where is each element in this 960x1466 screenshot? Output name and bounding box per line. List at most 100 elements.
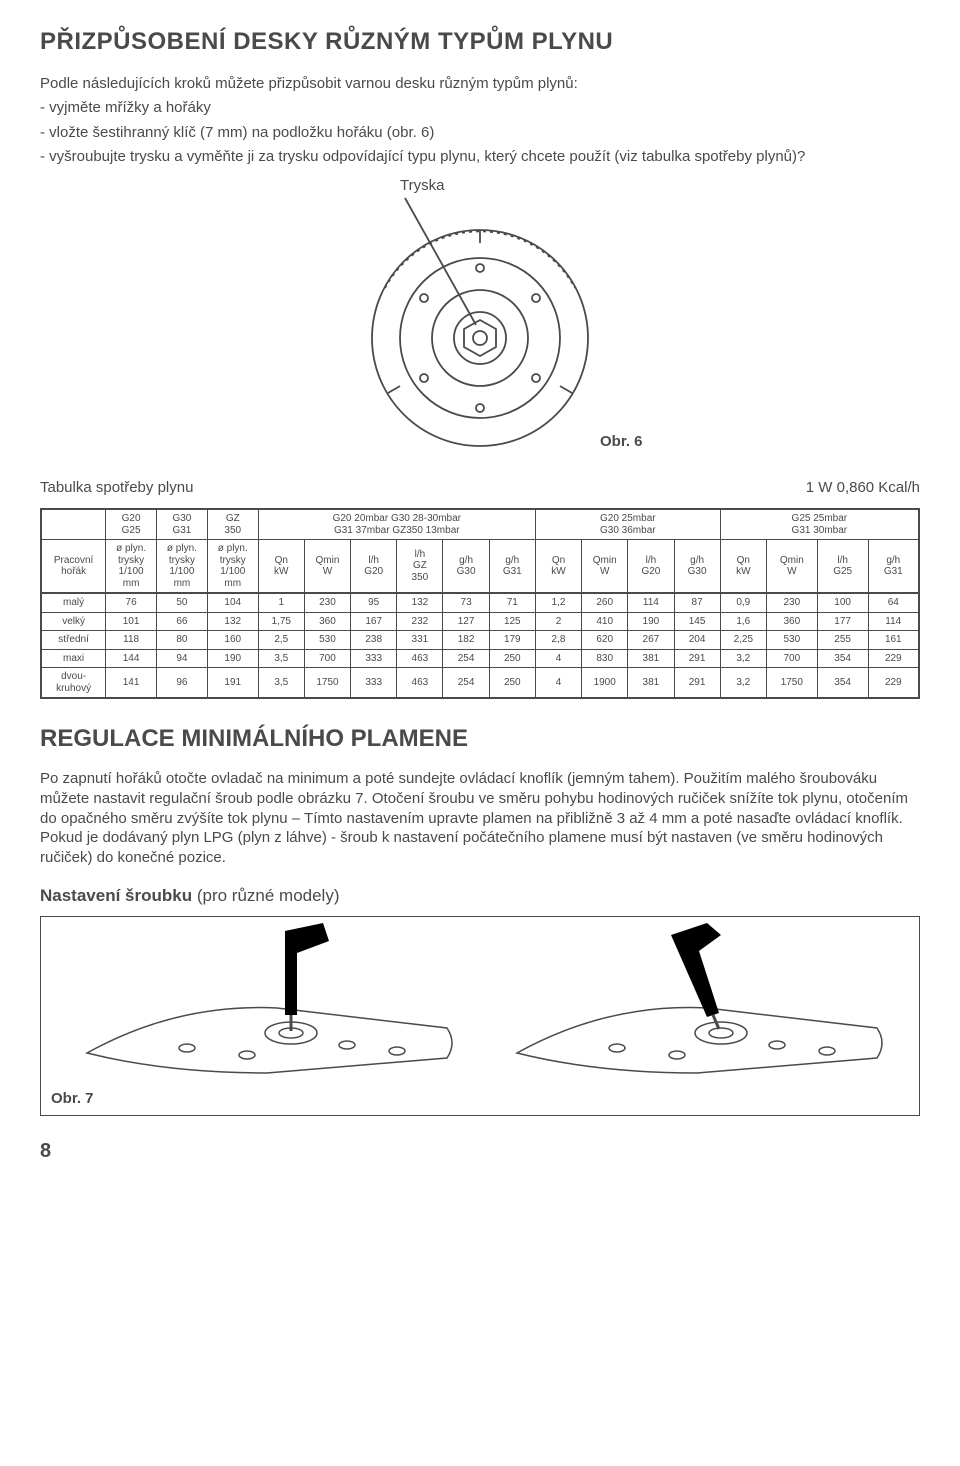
table-cell: 620 bbox=[582, 631, 628, 650]
table-cell: 190 bbox=[207, 649, 258, 668]
table-cell: 64 bbox=[868, 593, 919, 612]
table-cell: 360 bbox=[766, 612, 817, 631]
table-cell: G20 25mbarG30 36mbar bbox=[535, 509, 720, 540]
table-cell: GZ350 bbox=[207, 509, 258, 540]
table-cell: QnkW bbox=[535, 540, 581, 594]
table-cell: 4 bbox=[535, 668, 581, 699]
table-cell: QminW bbox=[304, 540, 350, 594]
table-cell: 132 bbox=[397, 593, 443, 612]
table-cell: 331 bbox=[397, 631, 443, 650]
table-cell: g/hG30 bbox=[674, 540, 720, 594]
burner-diagram-icon bbox=[350, 193, 610, 453]
intro-paragraph: Podle následujících kroků můžete přizpůs… bbox=[40, 74, 920, 94]
table-cell: 204 bbox=[674, 631, 720, 650]
table-cell: 700 bbox=[766, 649, 817, 668]
screwdriver-panel: Obr. 7 bbox=[40, 916, 920, 1116]
table-cell: 80 bbox=[157, 631, 208, 650]
table-cell: 254 bbox=[443, 649, 489, 668]
section-2-title: REGULACE MINIMÁLNÍHO PLAMENE bbox=[40, 725, 920, 753]
adjust-screw-heading-bold: Nastavení šroubku bbox=[40, 886, 192, 905]
table-cell: 255 bbox=[817, 631, 868, 650]
table-cell: 333 bbox=[351, 649, 397, 668]
table-cell: 87 bbox=[674, 593, 720, 612]
table-cell: ø plyn.trysky1/100mm bbox=[207, 540, 258, 594]
burner-diagram-wrap: Tryska Obr. 6 bbox=[40, 175, 920, 465]
table-cell: 250 bbox=[489, 668, 535, 699]
table-cell: 76 bbox=[106, 593, 157, 612]
table-cell: 291 bbox=[674, 649, 720, 668]
table-cell: 104 bbox=[207, 593, 258, 612]
intro-bullet-2: - vložte šestihranný klíč (7 mm) na podl… bbox=[40, 123, 920, 143]
table-cell: 232 bbox=[397, 612, 443, 631]
table-caption-row: Tabulka spotřeby plynu 1 W 0,860 Kcal/h bbox=[40, 479, 920, 496]
table-cell: 66 bbox=[157, 612, 208, 631]
table-cell: 144 bbox=[106, 649, 157, 668]
table-cell: 177 bbox=[817, 612, 868, 631]
section-2-paragraph: Po zapnutí hořáků otočte ovladač na mini… bbox=[40, 769, 920, 868]
table-cell: 830 bbox=[582, 649, 628, 668]
table-cell: g/hG31 bbox=[489, 540, 535, 594]
adjust-screw-heading-rest: (pro různé modely) bbox=[192, 886, 339, 905]
table-cell: 530 bbox=[304, 631, 350, 650]
table-cell: 267 bbox=[628, 631, 674, 650]
table-cell: l/hGZ350 bbox=[397, 540, 443, 594]
table-cell: 125 bbox=[489, 612, 535, 631]
table-cell: střední bbox=[41, 631, 106, 650]
table-cell: 71 bbox=[489, 593, 535, 612]
table-cell: 354 bbox=[817, 649, 868, 668]
table-cell: 3,5 bbox=[258, 668, 304, 699]
table-cell: 354 bbox=[817, 668, 868, 699]
table-cell: QnkW bbox=[720, 540, 766, 594]
intro-bullet-3: - vyšroubujte trysku a vyměňte ji za try… bbox=[40, 147, 920, 167]
table-cell: maxi bbox=[41, 649, 106, 668]
table-cell: 145 bbox=[674, 612, 720, 631]
table-cell: QnkW bbox=[258, 540, 304, 594]
table-cell: 1900 bbox=[582, 668, 628, 699]
figure-7-label: Obr. 7 bbox=[51, 1090, 94, 1107]
table-cell: 4 bbox=[535, 649, 581, 668]
table-cell: 381 bbox=[628, 649, 674, 668]
table-cell: 238 bbox=[351, 631, 397, 650]
table-cell: 191 bbox=[207, 668, 258, 699]
table-cell: 229 bbox=[868, 668, 919, 699]
table-cell: 182 bbox=[443, 631, 489, 650]
table-cell: 95 bbox=[351, 593, 397, 612]
table-cell: 381 bbox=[628, 668, 674, 699]
table-cell: Pracovníhořák bbox=[41, 540, 106, 594]
table-cell: QminW bbox=[766, 540, 817, 594]
table-cell: G20 20mbar G30 28-30mbarG31 37mbar GZ350… bbox=[258, 509, 535, 540]
table-cell: 254 bbox=[443, 668, 489, 699]
table-cell: 132 bbox=[207, 612, 258, 631]
intro-bullet-1: - vyjměte mřížky a hořáky bbox=[40, 98, 920, 118]
table-cell: g/hG31 bbox=[868, 540, 919, 594]
table-cell: 229 bbox=[868, 649, 919, 668]
table-cell: G20G25 bbox=[106, 509, 157, 540]
gas-consumption-table: G20G25G30G31GZ350G20 20mbar G30 28-30mba… bbox=[40, 508, 920, 699]
table-cell: 161 bbox=[868, 631, 919, 650]
table-cell: 118 bbox=[106, 631, 157, 650]
table-cell: 3,2 bbox=[720, 668, 766, 699]
table-cell: l/hG25 bbox=[817, 540, 868, 594]
table-cell: malý bbox=[41, 593, 106, 612]
table-cell: 114 bbox=[868, 612, 919, 631]
table-cell: g/hG30 bbox=[443, 540, 489, 594]
table-cell: 2,8 bbox=[535, 631, 581, 650]
table-cell: 190 bbox=[628, 612, 674, 631]
table-cell: 360 bbox=[304, 612, 350, 631]
table-cell: 3,5 bbox=[258, 649, 304, 668]
table-caption-left: Tabulka spotřeby plynu bbox=[40, 479, 193, 496]
page-title: PŘIZPŮSOBENÍ DESKY RŮZNÝM TYPŮM PLYNU bbox=[40, 28, 920, 56]
table-cell: 100 bbox=[817, 593, 868, 612]
table-cell: l/hG20 bbox=[628, 540, 674, 594]
table-cell: 167 bbox=[351, 612, 397, 631]
table-caption-right: 1 W 0,860 Kcal/h bbox=[806, 479, 920, 496]
table-cell: 260 bbox=[582, 593, 628, 612]
tryska-label: Tryska bbox=[400, 177, 444, 194]
table-cell: 2,25 bbox=[720, 631, 766, 650]
screwdriver-diagram-icon bbox=[47, 923, 907, 1083]
table-cell: 3,2 bbox=[720, 649, 766, 668]
table-cell: 700 bbox=[304, 649, 350, 668]
table-cell: 333 bbox=[351, 668, 397, 699]
table-cell: l/hG20 bbox=[351, 540, 397, 594]
table-cell: 94 bbox=[157, 649, 208, 668]
